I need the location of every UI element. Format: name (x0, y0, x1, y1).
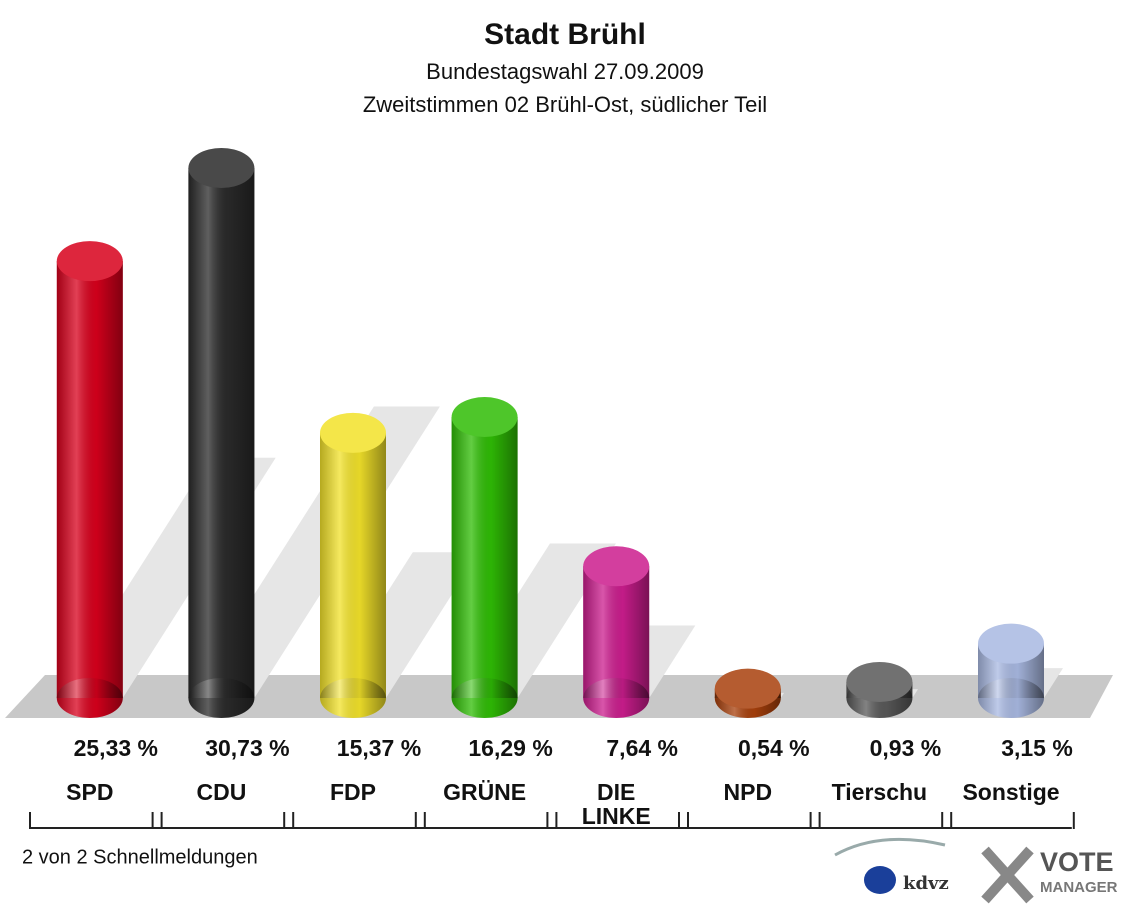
bar-top (188, 148, 255, 188)
value-label: 15,37 % (337, 735, 421, 761)
bar (583, 546, 650, 718)
bar-shade (451, 417, 518, 698)
bar-shade (320, 432, 386, 698)
bar-top-light (978, 623, 1044, 664)
logo-x (981, 846, 1034, 904)
bar-top-light (188, 148, 255, 188)
category-label: Sonstige (962, 779, 1060, 805)
bar-shade (583, 566, 650, 698)
logo-text: kdvz (903, 873, 949, 894)
value-label: 30,73 % (205, 735, 289, 761)
value-label: 0,93 % (870, 735, 942, 761)
category-label: CDU (196, 779, 247, 805)
bar (188, 148, 255, 718)
bar-top (56, 241, 123, 282)
bar (56, 241, 123, 718)
category-label: SPD (66, 779, 114, 805)
logo-text: VOTE (1040, 847, 1114, 877)
bar-top (451, 397, 518, 438)
bar-top-light (451, 397, 518, 438)
bar-top (320, 412, 386, 453)
logo-icon (864, 866, 896, 894)
value-label: 0,54 % (738, 735, 810, 761)
logo-text: MANAGER (1040, 879, 1118, 896)
bar (714, 668, 781, 718)
bar-top (714, 668, 781, 709)
bar (846, 661, 913, 718)
bar-top-light (56, 241, 123, 282)
floor (5, 675, 1113, 718)
category-label: FDP (330, 779, 376, 805)
bar-top (583, 546, 650, 587)
category-label: GRÜNE (443, 779, 527, 805)
category-label: Tierschu (831, 779, 928, 805)
chart-subtitle: Zweitstimmen 02 Brühl-Ost, südlicher Tei… (363, 92, 767, 117)
bar-top (978, 623, 1044, 664)
footer: 2 von 2 Schnellmeldungen (22, 846, 258, 868)
bar-shade (188, 168, 255, 698)
chart-subtitle: Bundestagswahl 27.09.2009 (426, 59, 704, 84)
bar-top (846, 661, 913, 702)
bar-top-light (583, 546, 650, 587)
value-label: 25,33 % (74, 735, 158, 761)
bar-shade (56, 261, 123, 698)
value-label: 7,64 % (606, 735, 678, 761)
category-label: DIE LINKE (581, 779, 651, 829)
bar-top-light (714, 668, 781, 709)
logo-swoosh (834, 837, 946, 857)
bar (320, 412, 386, 718)
value-label: 16,29 % (468, 735, 552, 761)
bar-top-light (846, 661, 913, 702)
category-label: NPD (723, 779, 773, 805)
bar (451, 397, 518, 718)
value-label: 3,15 % (1001, 735, 1073, 761)
chart-title: Stadt Brühl (484, 18, 646, 51)
bar (978, 623, 1044, 718)
bar-top-light (320, 412, 386, 453)
